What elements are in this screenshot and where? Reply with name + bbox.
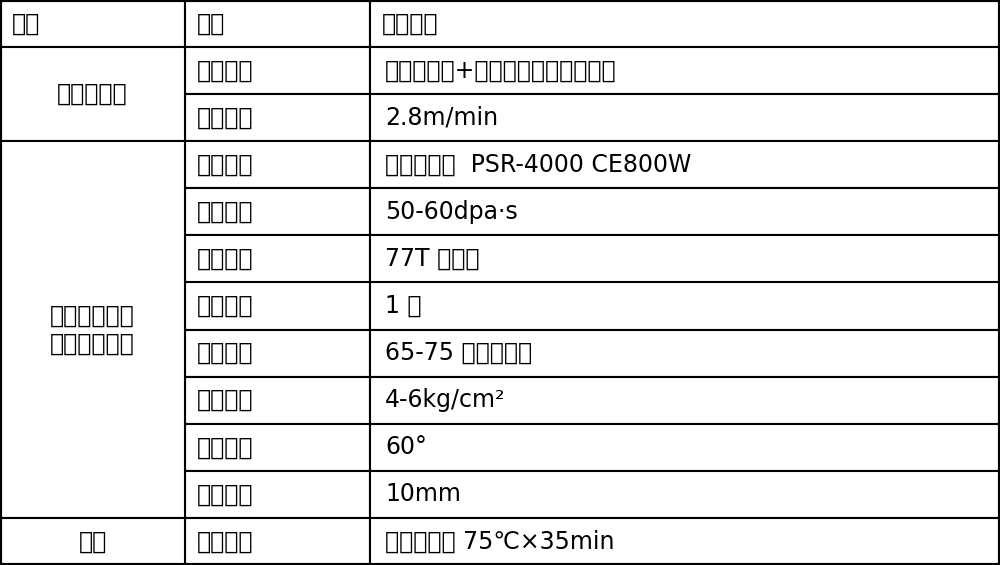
Bar [185, 282, 370, 329]
Text: 预烤参数: 预烤参数 [197, 529, 254, 554]
Bar [185, 471, 370, 518]
Text: 工艺参数: 工艺参数 [382, 11, 438, 36]
Bar [370, 518, 1000, 565]
Bar [370, 471, 1000, 518]
Bar [0, 0, 185, 47]
Text: 丝印次数: 丝印次数 [197, 294, 254, 318]
Bar [185, 188, 370, 236]
Text: 65-75 度（肖氏）: 65-75 度（肖氏） [385, 341, 532, 365]
Text: 不开不织布+火山灰磨板，只过水洗: 不开不织布+火山灰磨板，只过水洗 [385, 59, 617, 82]
Text: 网纱目数: 网纱目数 [197, 247, 254, 271]
Bar [185, 236, 370, 282]
Text: 预烤: 预烤 [78, 529, 107, 554]
Bar [185, 518, 370, 565]
Bar [370, 188, 1000, 236]
Text: 1 次: 1 次 [385, 294, 422, 318]
Text: 磨板速度: 磨板速度 [197, 106, 254, 130]
Bar [370, 47, 1000, 94]
Text: 油墨粘度: 油墨粘度 [197, 200, 254, 224]
Text: 刁刀厚度: 刁刀厚度 [197, 483, 254, 506]
Text: 磨板方式: 磨板方式 [197, 59, 254, 82]
Text: 工段: 工段 [12, 11, 40, 36]
Text: 丝印第二阻焊
油墨（白油）: 丝印第二阻焊 油墨（白油） [50, 303, 135, 355]
Bar [370, 282, 1000, 329]
Text: 丝印压力: 丝印压力 [197, 388, 254, 412]
Text: 4-6kg/cm²: 4-6kg/cm² [385, 388, 506, 412]
Bar [185, 329, 370, 377]
Bar [370, 329, 1000, 377]
Text: 太阳白油：  PSR-4000 CE800W: 太阳白油： PSR-4000 CE800W [385, 153, 691, 177]
Bar [185, 47, 370, 94]
Bar [370, 424, 1000, 471]
Bar [185, 141, 370, 188]
Bar [370, 94, 1000, 141]
Bar [185, 94, 370, 141]
Bar [370, 236, 1000, 282]
Text: 2.8m/min: 2.8m/min [385, 106, 498, 130]
Text: 阻焊前处理: 阻焊前处理 [57, 82, 128, 106]
Bar [185, 377, 370, 424]
Bar [0, 141, 185, 518]
Text: 立式烤炉： 75℃×35min: 立式烤炉： 75℃×35min [385, 529, 614, 554]
Bar [185, 424, 370, 471]
Bar [370, 377, 1000, 424]
Text: 60°: 60° [385, 435, 427, 459]
Bar [185, 0, 370, 47]
Text: 刁胶度数: 刁胶度数 [197, 435, 254, 459]
Bar [0, 518, 185, 565]
Text: 油墨型号: 油墨型号 [197, 153, 254, 177]
Text: 77T 挡点网: 77T 挡点网 [385, 247, 480, 271]
Text: 刁胶硬度: 刁胶硬度 [197, 341, 254, 365]
Text: 10mm: 10mm [385, 483, 461, 506]
Bar [370, 0, 1000, 47]
Bar [370, 141, 1000, 188]
Bar [0, 47, 185, 141]
Text: 50-60dpa·s: 50-60dpa·s [385, 200, 518, 224]
Text: 项目: 项目 [197, 11, 225, 36]
